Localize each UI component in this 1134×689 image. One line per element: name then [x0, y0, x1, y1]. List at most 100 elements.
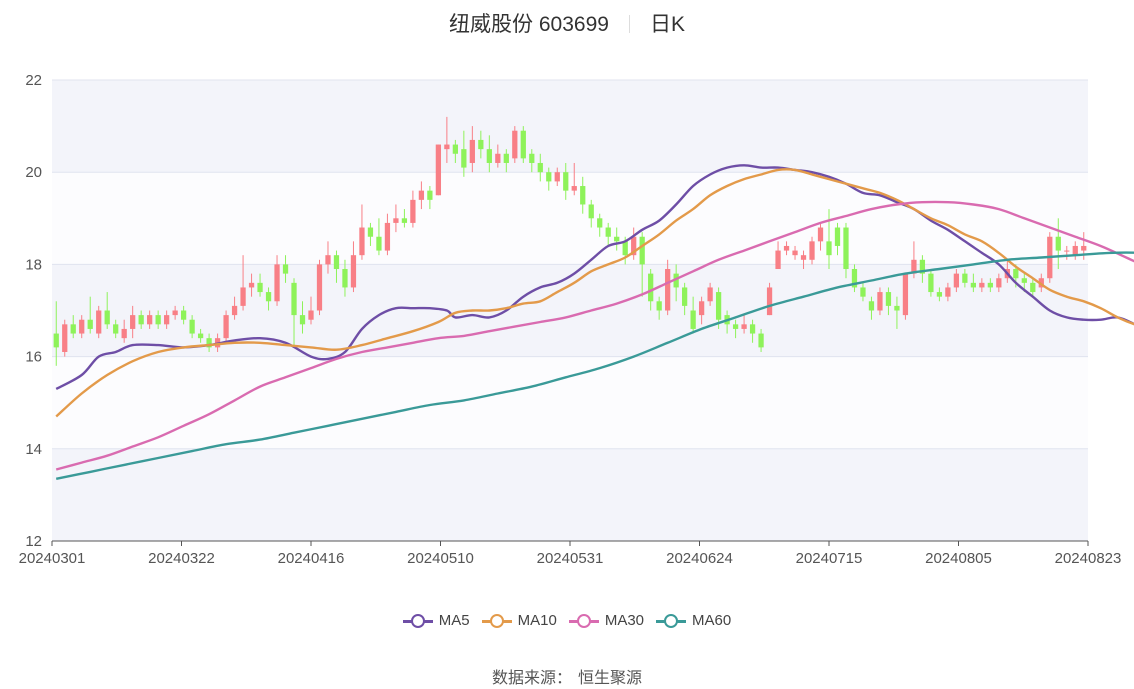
candle[interactable]: [410, 190, 416, 228]
candle[interactable]: [189, 315, 195, 339]
candle[interactable]: [631, 227, 637, 260]
candle[interactable]: [231, 296, 238, 320]
candle[interactable]: [197, 328, 204, 343]
candle[interactable]: [1055, 218, 1061, 270]
candle[interactable]: [478, 130, 484, 159]
candle[interactable]: [698, 296, 705, 325]
candle[interactable]: [418, 181, 425, 210]
candle[interactable]: [299, 301, 306, 334]
candle[interactable]: [393, 204, 399, 233]
candle[interactable]: [435, 144, 442, 196]
candle[interactable]: [62, 319, 68, 357]
candle[interactable]: [953, 269, 960, 293]
candle[interactable]: [758, 328, 764, 352]
candle[interactable]: [316, 259, 323, 316]
candle[interactable]: [665, 259, 671, 316]
candle[interactable]: [792, 245, 798, 260]
candle[interactable]: [172, 305, 178, 320]
candle[interactable]: [274, 255, 280, 306]
candle[interactable]: [529, 149, 535, 173]
candle[interactable]: [282, 255, 289, 283]
candle[interactable]: [843, 222, 849, 279]
candle[interactable]: [732, 319, 739, 339]
candle[interactable]: [248, 273, 255, 297]
candle[interactable]: [486, 135, 492, 173]
candle[interactable]: [223, 310, 229, 343]
candle[interactable]: [800, 250, 807, 270]
candle[interactable]: [155, 310, 161, 329]
candle[interactable]: [512, 126, 518, 163]
candle[interactable]: [308, 296, 314, 325]
candle[interactable]: [682, 282, 688, 316]
candle[interactable]: [614, 227, 620, 251]
candle[interactable]: [401, 209, 408, 228]
candle[interactable]: [962, 269, 968, 288]
candle[interactable]: [639, 232, 645, 297]
candle[interactable]: [546, 167, 552, 191]
legend-item-ma30[interactable]: MA30: [568, 612, 644, 629]
candle[interactable]: [503, 149, 509, 173]
candle[interactable]: [53, 301, 59, 366]
candle[interactable]: [495, 144, 501, 168]
candle[interactable]: [427, 186, 433, 210]
candle[interactable]: [87, 296, 93, 334]
candle[interactable]: [257, 273, 263, 297]
candle[interactable]: [885, 287, 892, 316]
candle[interactable]: [469, 126, 475, 173]
candle[interactable]: [376, 218, 382, 256]
candle[interactable]: [130, 305, 136, 339]
candle[interactable]: [206, 333, 212, 352]
candle[interactable]: [707, 282, 713, 306]
candle[interactable]: [580, 176, 586, 214]
legend-item-ma60[interactable]: MA60: [656, 612, 731, 629]
candle[interactable]: [121, 319, 127, 343]
candle[interactable]: [113, 319, 119, 339]
candle[interactable]: [96, 305, 102, 339]
candle[interactable]: [138, 310, 144, 329]
candle[interactable]: [359, 204, 365, 260]
candle[interactable]: [1030, 278, 1036, 297]
candle[interactable]: [970, 273, 976, 293]
candle[interactable]: [597, 213, 603, 237]
candle[interactable]: [452, 139, 458, 163]
candle[interactable]: [928, 269, 934, 297]
legend-item-ma10[interactable]: MA10: [481, 612, 557, 629]
candle[interactable]: [350, 241, 357, 293]
candle[interactable]: [384, 213, 391, 256]
candle[interactable]: [987, 278, 993, 293]
candle[interactable]: [894, 296, 900, 329]
candle[interactable]: [563, 162, 569, 200]
candle[interactable]: [877, 287, 883, 316]
candle[interactable]: [554, 167, 560, 187]
candle[interactable]: [164, 310, 170, 329]
candle[interactable]: [826, 209, 832, 270]
candle[interactable]: [996, 273, 1002, 293]
candle[interactable]: [860, 282, 866, 302]
candle[interactable]: [673, 264, 679, 302]
candle[interactable]: [945, 282, 951, 302]
candle[interactable]: [868, 296, 875, 320]
candle[interactable]: [919, 255, 926, 283]
candle[interactable]: [936, 287, 943, 302]
candle[interactable]: [605, 222, 611, 246]
candle[interactable]: [325, 241, 331, 274]
candle[interactable]: [444, 116, 450, 163]
candle[interactable]: [1072, 241, 1078, 260]
candle[interactable]: [851, 264, 858, 293]
candle[interactable]: [342, 259, 348, 297]
candle[interactable]: [741, 315, 747, 334]
candle[interactable]: [749, 319, 756, 343]
candle[interactable]: [588, 199, 594, 228]
candle[interactable]: [775, 241, 781, 270]
candle[interactable]: [180, 305, 187, 325]
candle[interactable]: [783, 241, 790, 256]
candle[interactable]: [291, 278, 297, 348]
candle[interactable]: [461, 130, 467, 177]
candle[interactable]: [979, 278, 985, 293]
candle[interactable]: [520, 126, 526, 163]
candle[interactable]: [333, 250, 340, 283]
candle[interactable]: [265, 287, 272, 311]
candle[interactable]: [367, 222, 374, 246]
period-label[interactable]: 日K: [649, 13, 685, 36]
legend-item-ma5[interactable]: MA5: [402, 612, 470, 629]
